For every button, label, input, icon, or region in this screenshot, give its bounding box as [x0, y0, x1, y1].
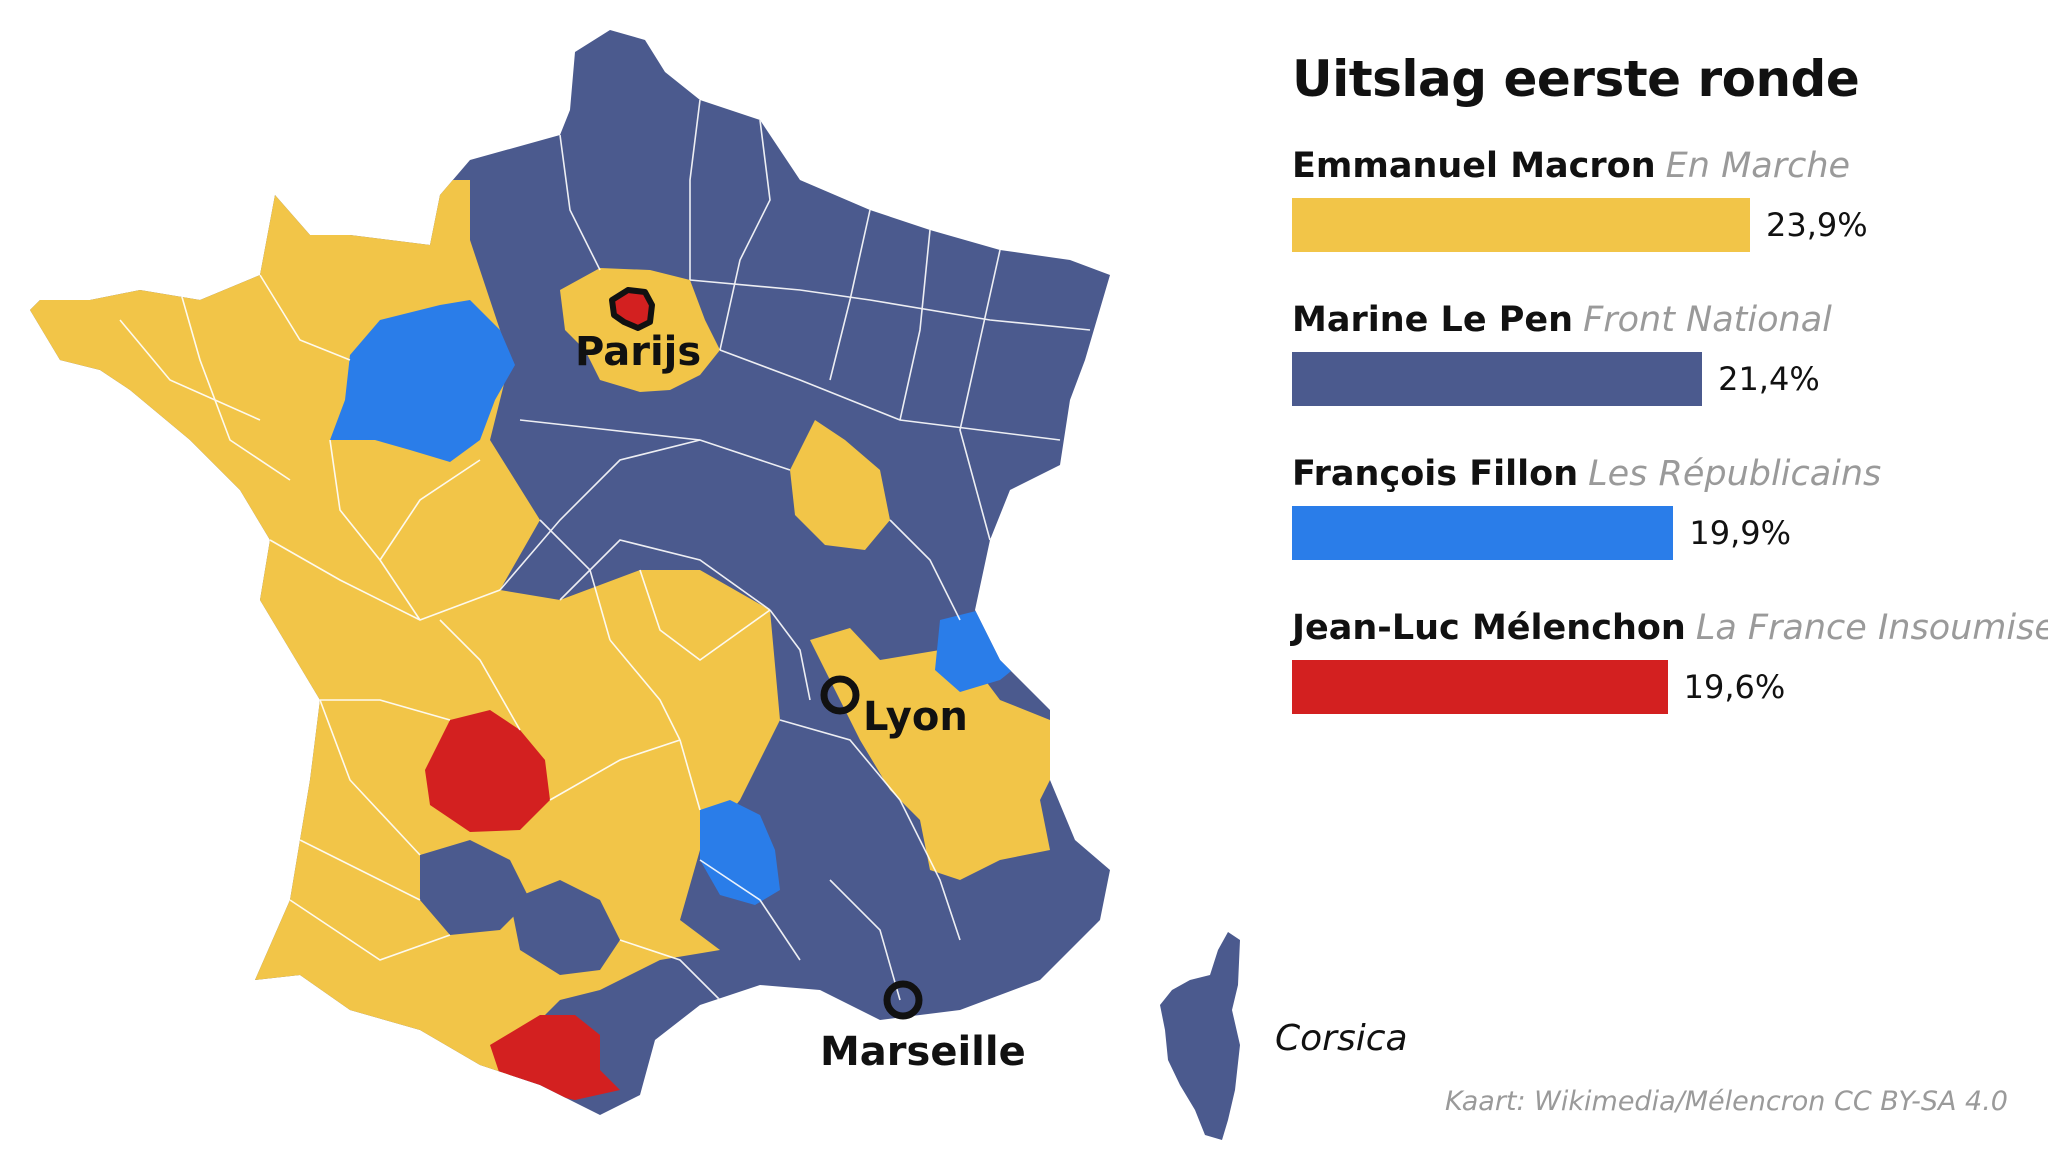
candidate-party: Les Républicains	[1588, 454, 1882, 494]
region-lyon-alps-macron	[810, 628, 1060, 880]
lyon-marker-icon	[820, 675, 860, 715]
region-lot-lepen	[510, 880, 620, 975]
paris-outline-icon	[609, 287, 655, 331]
candidate-party: Front National	[1583, 300, 1832, 340]
region-sarthe-fillon	[330, 300, 515, 462]
candidate-party: En Marche	[1665, 146, 1851, 186]
region-ariege-melenchon	[490, 1015, 620, 1100]
candidate-lepen: Marine Le Pen Front National 21,4%	[1292, 298, 2032, 406]
marseille-marker-icon	[883, 980, 923, 1020]
result-bar	[1292, 506, 1674, 560]
results-legend: Uitslag eerste ronde Emmanuel Macron En M…	[1292, 50, 2048, 760]
france-election-map: Corsica Parijs Lyon Marseille	[30, 30, 1408, 1140]
department-borders	[119, 99, 1091, 1001]
region-dordogne-melenchon	[425, 710, 550, 832]
city-label-paris: Parijs	[575, 329, 701, 375]
result-percentage: 21,4%	[1718, 360, 1820, 398]
candidate-name: François Fillon	[1292, 454, 1579, 494]
city-label-marseille: Marseille	[820, 1029, 1026, 1075]
region-burgundy-macron	[790, 420, 890, 550]
result-percentage: 19,6%	[1683, 668, 1786, 706]
result-percentage: 19,9%	[1689, 514, 1791, 552]
region-aveyron-fillon	[700, 800, 780, 905]
map-credit: Kaart: Wikimedia/Mélencron CC BY-SA 4.0	[1444, 1086, 2008, 1117]
city-label-lyon: Lyon	[863, 694, 968, 740]
candidate-name: Marine Le Pen	[1292, 300, 1574, 340]
corsica-label: Corsica	[1275, 1018, 1408, 1059]
corsica	[1160, 932, 1240, 1140]
candidate-name: Emmanuel Macron	[1292, 146, 1656, 186]
candidate-macron: Emmanuel Macron En Marche 23,9%	[1292, 144, 2032, 252]
result-bar	[1292, 198, 1750, 252]
result-bar	[1292, 352, 1703, 406]
candidate-melenchon: Jean-Luc Mélenchon La France Insoumise 19…	[1292, 606, 2048, 714]
candidate-party: La France Insoumise	[1695, 608, 2048, 648]
legend-title: Uitslag eerste ronde	[1292, 50, 1860, 108]
result-bar	[1292, 660, 1668, 714]
candidate-name: Jean-Luc Mélenchon	[1292, 608, 1686, 648]
region-lot-et-garonne-lepen	[420, 840, 530, 935]
result-percentage: 23,9%	[1766, 206, 1868, 244]
candidate-fillon: François Fillon Les Républicains 19,9%	[1292, 452, 2032, 560]
